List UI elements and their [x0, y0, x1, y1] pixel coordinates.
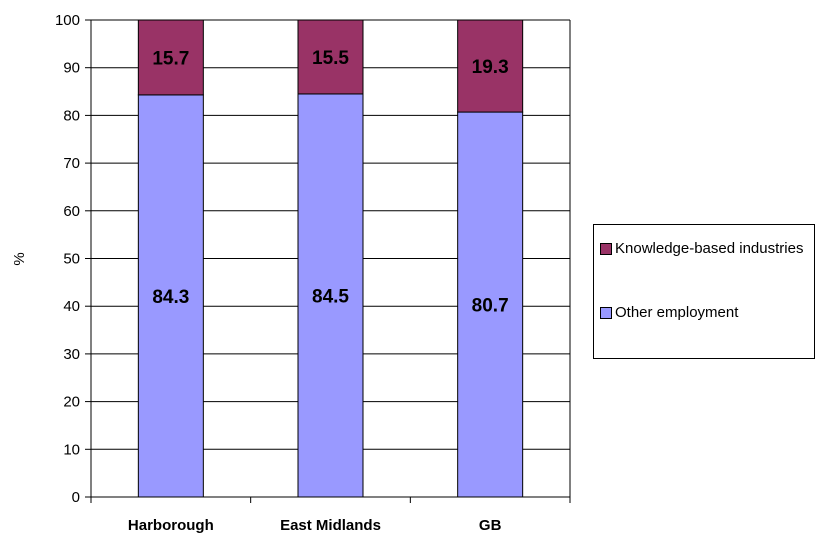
y-tick-label-0: 0 [72, 489, 80, 506]
bar-gb-other [457, 111, 524, 498]
y-axis-label: % [11, 252, 28, 265]
legend: Knowledge-based industries Other employm… [593, 224, 815, 359]
legend-swatch-other [600, 307, 612, 319]
x-category-label-harborough: Harborough [128, 517, 214, 534]
y-tick-label-50: 50 [63, 251, 80, 268]
y-tick-label-90: 90 [63, 60, 80, 77]
y-tick-label-60: 60 [63, 203, 80, 220]
bar-east-midlands-knowledge [297, 19, 364, 95]
y-tick-label-100: 100 [55, 12, 80, 29]
x-category-label-east-midlands: East Midlands [280, 517, 381, 534]
x-category-labels: Harborough East Midlands GB [128, 517, 502, 534]
bars [137, 19, 524, 498]
x-category-label-gb: GB [479, 517, 502, 534]
y-tick-label-80: 80 [63, 107, 80, 124]
bar-gb-knowledge [457, 19, 524, 113]
legend-label-knowledge: Knowledge-based industries [615, 240, 804, 257]
legend-label-other: Other employment [615, 304, 739, 321]
y-tick-label-10: 10 [63, 441, 80, 458]
bar-harborough-knowledge [137, 19, 204, 96]
y-tick-labels: 0 10 20 30 40 50 60 70 80 90 100 [55, 12, 80, 506]
legend-swatch-knowledge [600, 243, 612, 255]
legend-item-knowledge: Knowledge-based industries [600, 239, 805, 258]
data-label-gb-knowledge: 19.3 [472, 57, 509, 78]
data-label-harborough-knowledge: 15.7 [152, 48, 189, 69]
data-labels: 84.3 15.7 84.5 15.5 80.7 19.3 [152, 48, 508, 317]
legend-item-other: Other employment [600, 303, 805, 322]
y-tick-label-40: 40 [63, 298, 80, 315]
y-tick-label-20: 20 [63, 394, 80, 411]
data-label-east-midlands-knowledge: 15.5 [312, 48, 349, 69]
data-label-east-midlands-other: 84.5 [312, 286, 349, 307]
data-label-gb-other: 80.7 [472, 296, 509, 317]
data-label-harborough-other: 84.3 [152, 287, 189, 308]
axes [85, 19, 571, 503]
y-tick-label-70: 70 [63, 155, 80, 172]
y-tick-label-30: 30 [63, 346, 80, 363]
